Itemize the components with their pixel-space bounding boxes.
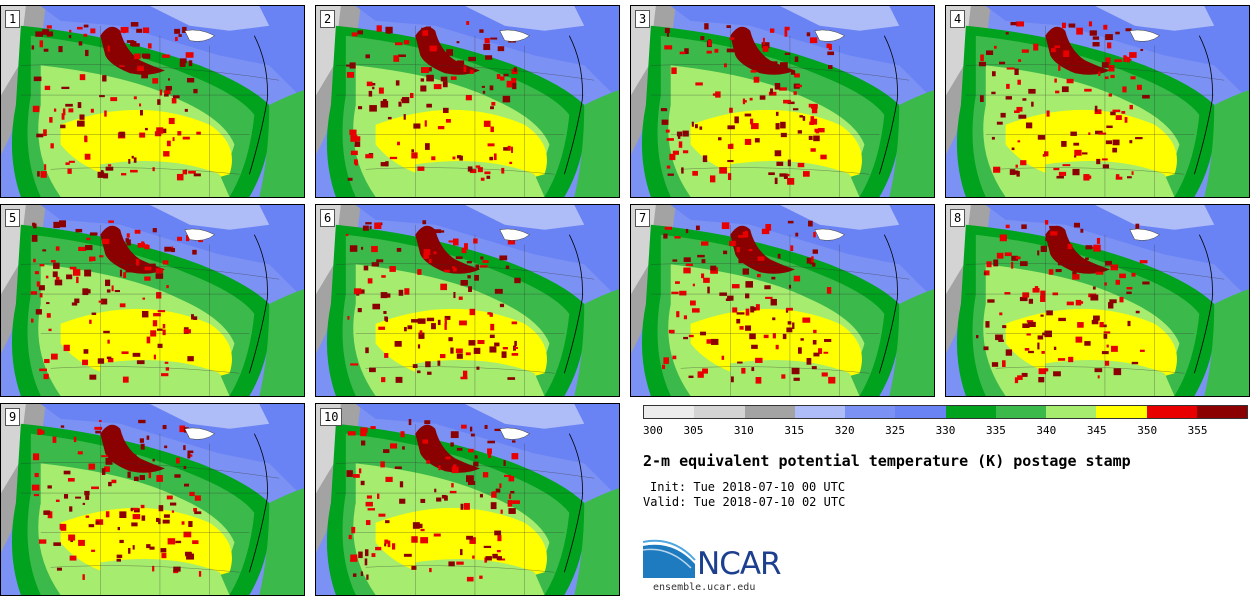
colorbar-segment bbox=[1096, 406, 1147, 418]
map-panel: 3 bbox=[630, 5, 935, 198]
map-panel: 9 bbox=[0, 403, 305, 596]
colorbar-tick-label: 350 bbox=[1137, 424, 1158, 437]
colorbar-segment bbox=[794, 406, 845, 418]
member-label: 4 bbox=[950, 10, 966, 28]
equivalent-potential-temperature-map bbox=[631, 6, 934, 197]
colorbar-tick-label: 340 bbox=[1036, 424, 1057, 437]
equivalent-potential-temperature-map bbox=[946, 205, 1249, 396]
colorbar-segment bbox=[1196, 406, 1247, 418]
map-panel: 2 bbox=[315, 5, 620, 198]
equivalent-potential-temperature-map bbox=[316, 6, 619, 197]
plot-title: 2-m equivalent potential temperature (K)… bbox=[643, 452, 1131, 470]
equivalent-potential-temperature-map bbox=[631, 205, 934, 396]
map-panel: 10 bbox=[315, 403, 620, 596]
init-time: Init: Tue 2018-07-10 00 UTC bbox=[650, 480, 846, 494]
member-label: 1 bbox=[5, 10, 21, 28]
equivalent-potential-temperature-map bbox=[1, 404, 304, 595]
member-label: 10 bbox=[320, 408, 343, 426]
colorbar-segment bbox=[895, 406, 946, 418]
equivalent-potential-temperature-map bbox=[316, 404, 619, 595]
ncar-logo bbox=[643, 539, 696, 578]
member-label: 7 bbox=[635, 209, 651, 227]
colorbar-segment bbox=[744, 406, 795, 418]
valid-time: Valid: Tue 2018-07-10 02 UTC bbox=[643, 495, 846, 509]
member-label: 2 bbox=[320, 10, 336, 28]
map-panel: 8 bbox=[945, 204, 1250, 397]
map-panel: 7 bbox=[630, 204, 935, 397]
colorbar-ticks: 300 305 310 315 320 325 330 335 340 345 350 355 bbox=[643, 424, 1248, 438]
ncar-wordmark: NCAR bbox=[697, 546, 782, 582]
map-panel: 4 bbox=[945, 5, 1250, 198]
map-panel: 5 bbox=[0, 204, 305, 397]
member-label: 3 bbox=[635, 10, 651, 28]
colorbar-segment bbox=[1046, 406, 1097, 418]
colorbar-segment bbox=[995, 406, 1046, 418]
colorbar-tick-label: 305 bbox=[683, 424, 704, 437]
colorbar-tick-label: 320 bbox=[834, 424, 855, 437]
member-label: 6 bbox=[320, 209, 336, 227]
colorbar-segment bbox=[694, 406, 745, 418]
colorbar-tick-label: 335 bbox=[985, 424, 1006, 437]
equivalent-potential-temperature-map bbox=[946, 6, 1249, 197]
colorbar-segment bbox=[945, 406, 996, 418]
colorbar-segment bbox=[644, 406, 695, 418]
colorbar bbox=[643, 405, 1248, 419]
colorbar-segment bbox=[1146, 406, 1197, 418]
equivalent-potential-temperature-map bbox=[1, 205, 304, 396]
colorbar-tick-label: 345 bbox=[1086, 424, 1107, 437]
colorbar-tick-label: 355 bbox=[1187, 424, 1208, 437]
member-label: 9 bbox=[5, 408, 21, 426]
map-panel: 6 bbox=[315, 204, 620, 397]
colorbar-tick-label: 310 bbox=[733, 424, 754, 437]
colorbar-tick-label: 300 bbox=[643, 424, 663, 437]
member-label: 8 bbox=[950, 209, 966, 227]
colorbar-tick-label: 330 bbox=[935, 424, 956, 437]
site-url[interactable]: ensemble.ucar.edu bbox=[653, 582, 756, 593]
map-panel: 1 bbox=[0, 5, 305, 198]
colorbar-segment bbox=[845, 406, 896, 418]
equivalent-potential-temperature-map bbox=[1, 6, 304, 197]
equivalent-potential-temperature-map bbox=[316, 205, 619, 396]
colorbar-tick-label: 325 bbox=[885, 424, 906, 437]
colorbar-tick-label: 315 bbox=[784, 424, 805, 437]
member-label: 5 bbox=[5, 209, 21, 227]
